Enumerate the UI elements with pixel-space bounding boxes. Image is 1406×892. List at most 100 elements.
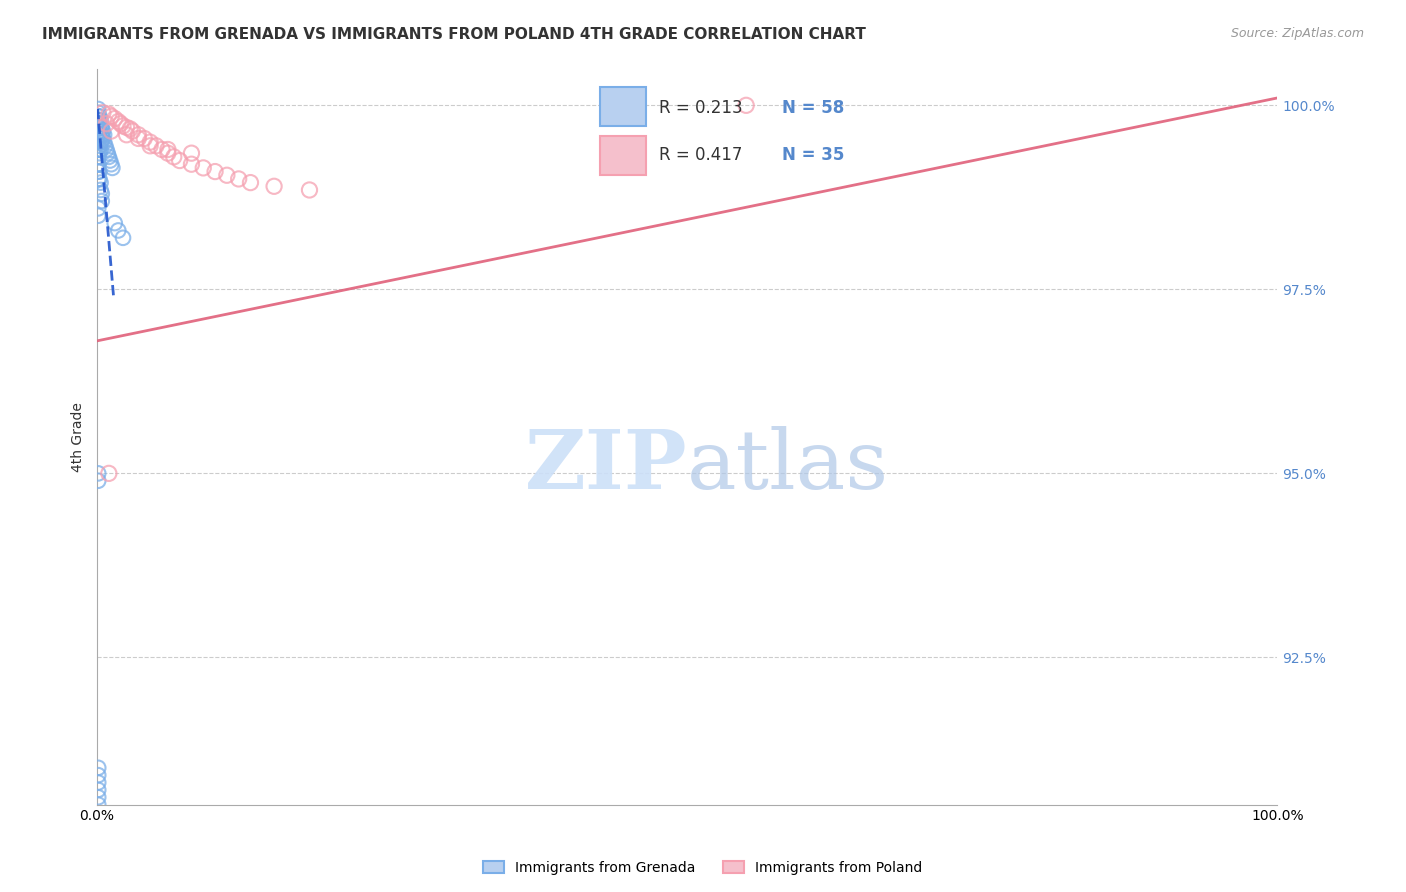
Point (111, 231, 134, 245)
Point (87, 102, 110, 116)
Point (127, 131, 149, 145)
Point (87, 775, 110, 789)
Point (90, 135, 112, 149)
Point (156, 146, 179, 161)
FancyBboxPatch shape (600, 87, 647, 127)
Point (91, 131, 114, 145)
Point (101, 161, 124, 175)
Point (107, 114, 129, 128)
Point (91, 105, 114, 120)
Point (87, 202, 110, 216)
Point (87, 113, 110, 128)
Point (87, 164, 110, 178)
Point (90, 176, 112, 190)
Point (90, 143, 112, 157)
Point (163, 150, 186, 164)
Point (115, 128, 138, 142)
Point (193, 161, 215, 175)
Point (87, 150, 110, 164)
Point (96, 143, 118, 157)
Point (97, 467, 120, 481)
Y-axis label: 4th Grade: 4th Grade (72, 401, 86, 472)
Point (139, 138, 162, 153)
Point (87, 157, 110, 171)
Point (94, 138, 117, 153)
Point (90, 135, 112, 149)
Point (87, 128, 110, 142)
Point (87, 120, 110, 135)
Point (87, 117, 110, 131)
Point (87, 143, 110, 157)
Point (98, 153, 121, 168)
Point (90, 120, 112, 135)
Point (150, 143, 173, 157)
Point (156, 143, 179, 157)
Point (91, 124, 114, 138)
Point (298, 183, 321, 197)
Point (87, 105, 110, 120)
Text: ZIP: ZIP (524, 426, 688, 506)
Text: R = 0.213: R = 0.213 (658, 99, 742, 117)
Legend: Immigrants from Grenada, Immigrants from Poland: Immigrants from Grenada, Immigrants from… (478, 855, 928, 880)
Point (139, 135, 162, 149)
Point (96, 117, 118, 131)
Point (100, 157, 122, 171)
Point (93, 135, 115, 149)
Point (97, 150, 120, 164)
Point (87, 172, 110, 186)
Point (180, 146, 202, 161)
Text: N = 58: N = 58 (782, 99, 845, 117)
Point (90, 128, 112, 142)
Point (87, 474, 110, 488)
Point (87, 109, 110, 123)
Point (228, 172, 250, 186)
Text: N = 35: N = 35 (782, 146, 845, 164)
Point (87, 124, 110, 138)
Point (89, 146, 111, 161)
Point (239, 176, 262, 190)
Point (87, 783, 110, 797)
Point (89, 131, 111, 145)
Point (104, 216, 127, 230)
Point (169, 153, 191, 168)
Point (134, 131, 156, 145)
Point (90, 186, 112, 201)
Point (87, 157, 110, 171)
Point (180, 157, 202, 171)
Point (204, 164, 226, 178)
Point (263, 179, 285, 194)
Point (87, 790, 110, 805)
Point (89, 138, 111, 153)
Point (110, 117, 132, 131)
Point (104, 112, 127, 126)
Point (97, 107, 120, 121)
FancyBboxPatch shape (600, 136, 647, 175)
Point (735, 98, 758, 112)
Text: R = 0.417: R = 0.417 (658, 146, 742, 164)
Point (115, 120, 138, 135)
Point (90, 183, 112, 197)
Point (100, 109, 122, 123)
Point (107, 223, 129, 237)
Point (89, 164, 111, 178)
Point (89, 172, 111, 186)
Point (87, 768, 110, 782)
Point (120, 121, 142, 136)
Text: atlas: atlas (688, 426, 889, 506)
Point (111, 119, 134, 133)
Point (100, 124, 122, 138)
Text: IMMIGRANTS FROM GRENADA VS IMMIGRANTS FROM POLAND 4TH GRADE CORRELATION CHART: IMMIGRANTS FROM GRENADA VS IMMIGRANTS FR… (42, 27, 866, 42)
Point (89, 117, 111, 131)
Point (87, 761, 110, 775)
Point (121, 124, 143, 138)
Point (90, 120, 112, 135)
Point (93, 128, 115, 142)
Point (145, 138, 167, 153)
Point (127, 128, 149, 142)
Point (89, 124, 111, 138)
Point (87, 797, 110, 812)
Point (87, 209, 110, 223)
Point (90, 128, 112, 142)
Point (215, 168, 238, 182)
Point (90, 113, 112, 128)
